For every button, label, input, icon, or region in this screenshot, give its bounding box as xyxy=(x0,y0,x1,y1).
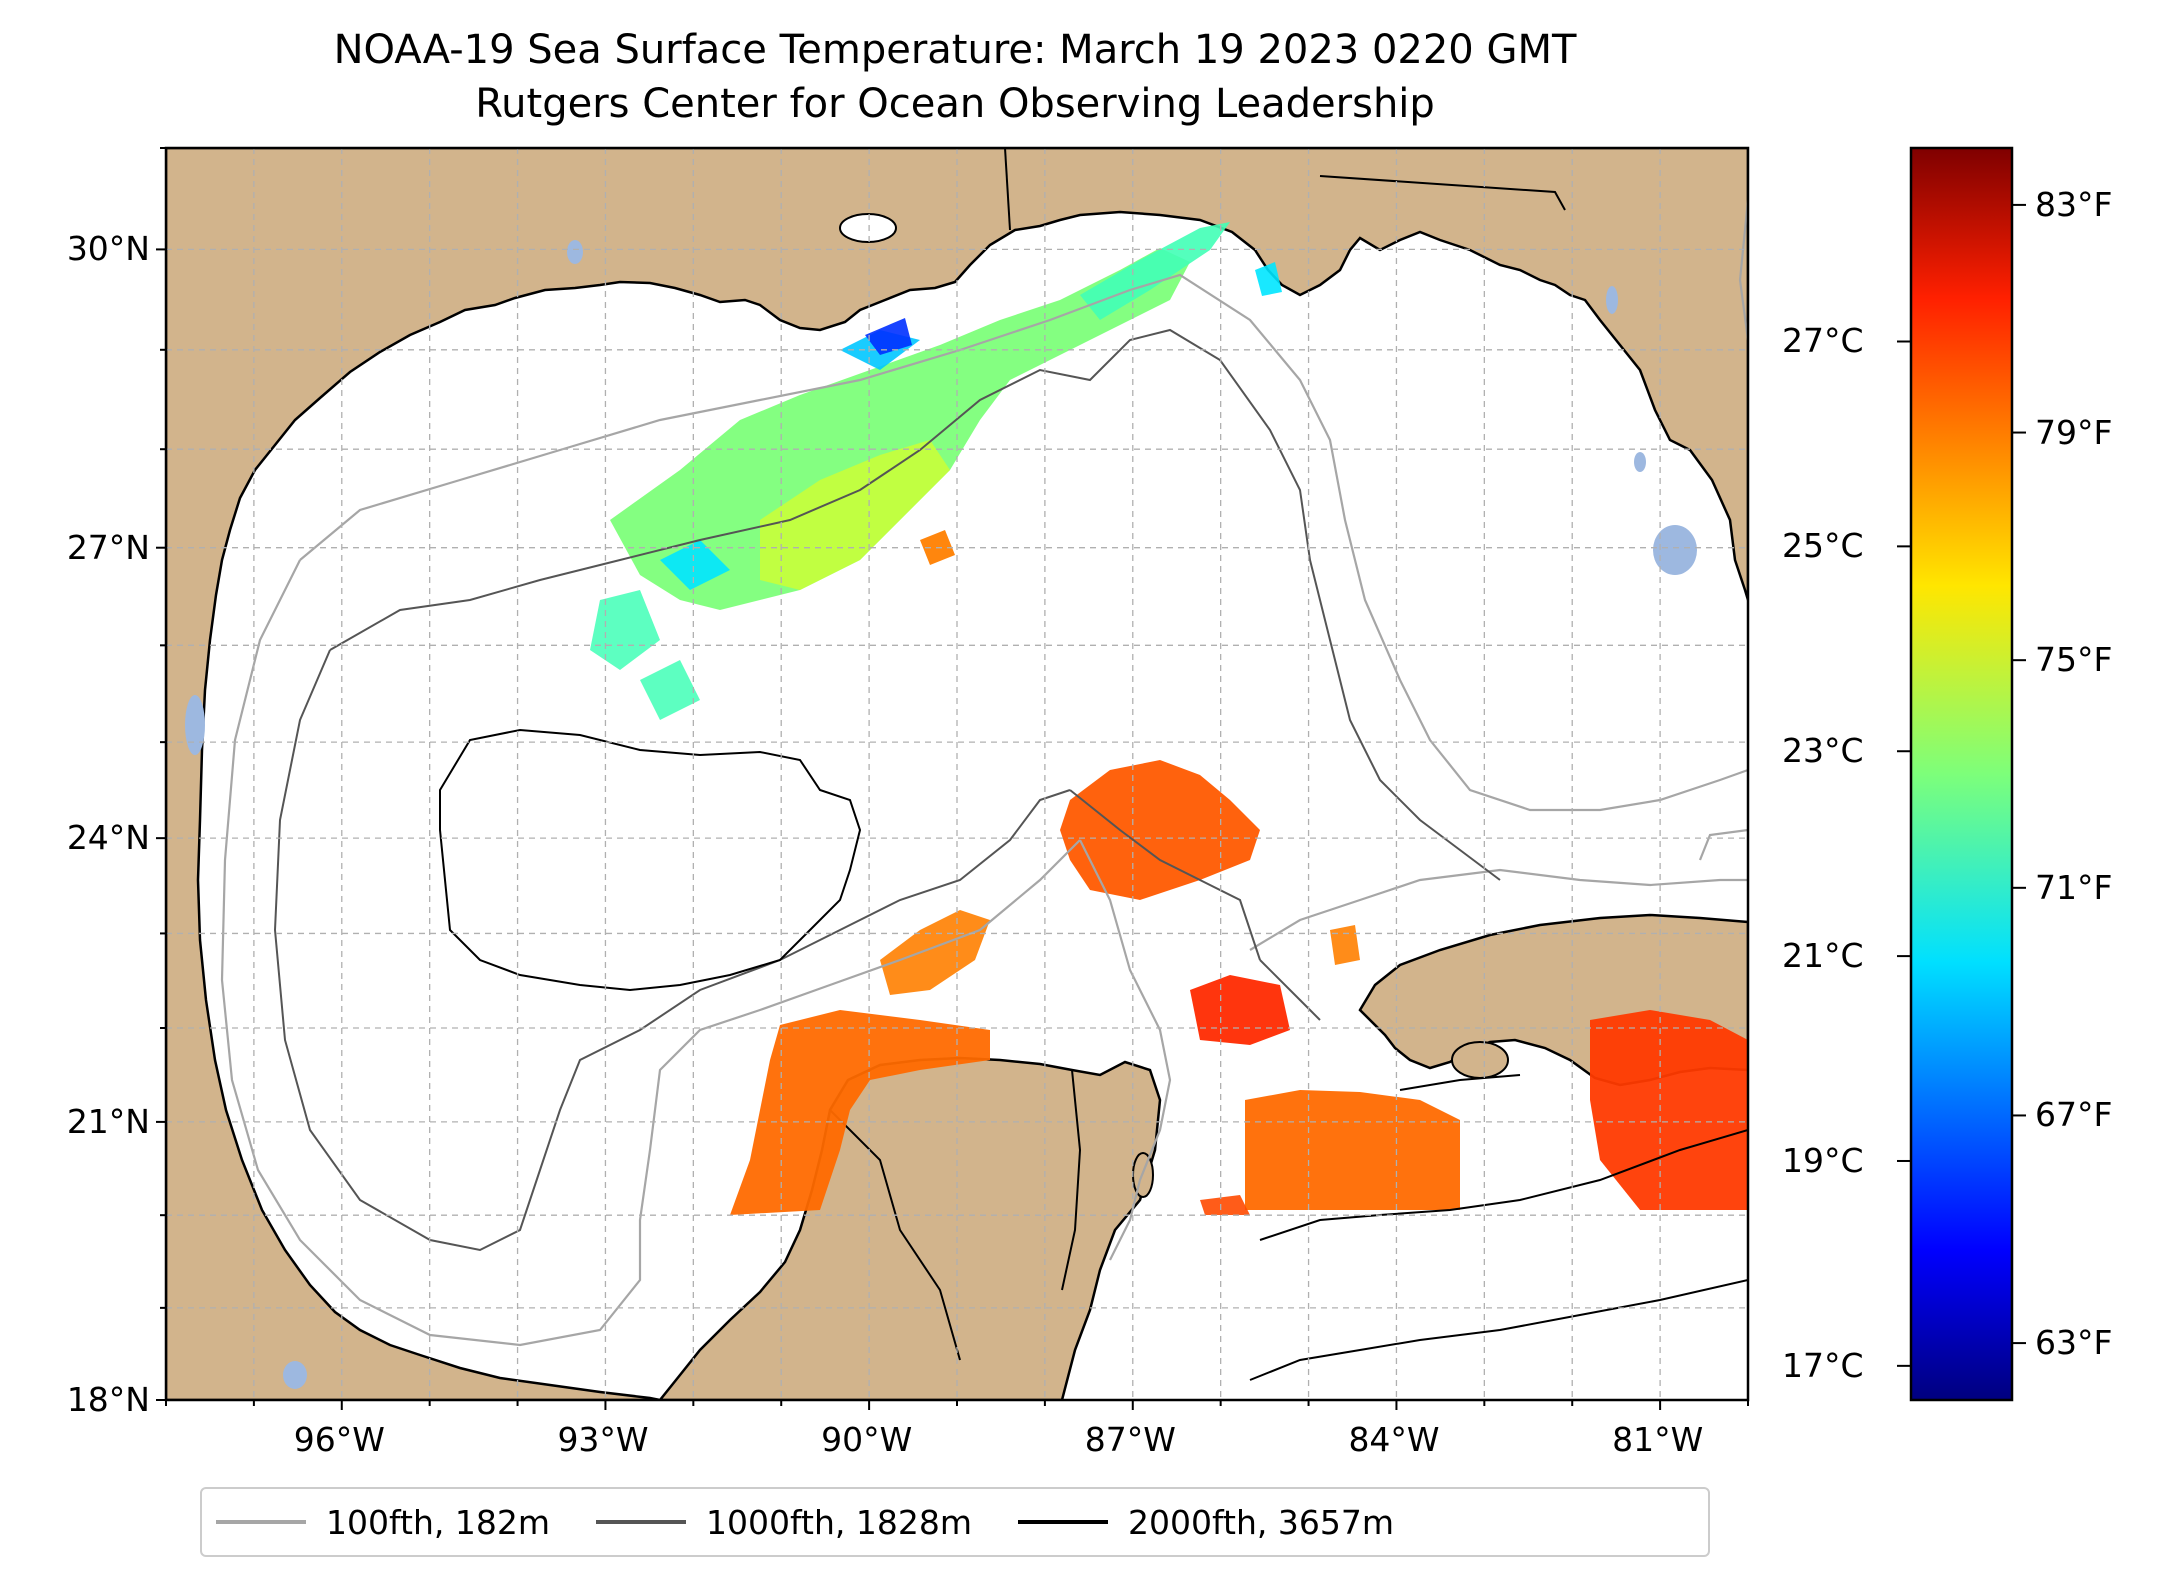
bathymetry-2000fth xyxy=(439,728,1748,1381)
colorbar-celsius-label: 25°C xyxy=(1782,526,1864,566)
depth-legend: 100fth, 182m 1000fth, 1828m 2000fth, 365… xyxy=(200,1487,1710,1557)
colorbar-fahrenheit-label: 71°F xyxy=(2035,867,2113,907)
colorbar-fahrenheit-label: 63°F xyxy=(2035,1323,2113,1363)
chart-subtitle: Rutgers Center for Ocean Observing Leade… xyxy=(475,81,1435,127)
lat-tick-label: 21°N xyxy=(66,1101,150,1141)
colorbar xyxy=(1909,146,2014,1402)
lake-mexico-2 xyxy=(283,1361,307,1389)
state-border-ms-al xyxy=(1004,148,1011,231)
lat-tick-label: 30°N xyxy=(66,229,150,269)
colorbar-fahrenheit-label: 75°F xyxy=(2035,640,2113,680)
legend-line-2000fth xyxy=(1017,1520,1108,1524)
lon-tick-label: 93°W xyxy=(557,1420,649,1459)
lon-tick-label: 81°W xyxy=(1612,1420,1704,1459)
lat-tick-label: 18°N xyxy=(66,1380,150,1419)
legend-item-1000fth: 1000fth, 1828m xyxy=(596,1503,972,1542)
land-yucatan xyxy=(658,1056,1162,1400)
legend-line-1000fth xyxy=(596,1520,686,1524)
colorbar-celsius-label: 21°C xyxy=(1782,936,1864,976)
lon-tick-label: 84°W xyxy=(1348,1420,1440,1459)
legend-label-2000fth: 2000fth, 3657m xyxy=(1127,1502,1394,1542)
colorbar-ticks xyxy=(1897,203,2026,1367)
map-area xyxy=(166,148,1748,1400)
legend-line-100fth xyxy=(216,1520,306,1524)
legend-item-100fth: 100fth, 182m xyxy=(216,1503,550,1542)
lat-tick-label: 27°N xyxy=(66,527,150,567)
lake-small-2 xyxy=(1606,286,1618,314)
land-isla-juventud xyxy=(1451,1041,1509,1079)
colorbar-fahrenheit-label: 79°F xyxy=(2035,412,2113,452)
bathymetry-100fth xyxy=(220,199,1748,1347)
lon-tick-label: 90°W xyxy=(821,1420,913,1459)
sst-south-warm xyxy=(730,760,1748,1215)
colorbar-celsius-label: 19°C xyxy=(1782,1140,1864,1180)
mexico-border-1 xyxy=(829,1109,961,1361)
state-border-al-fl xyxy=(1319,175,1566,211)
lake-small-1 xyxy=(567,240,583,264)
colorbar-celsius-label: 23°C xyxy=(1782,731,1864,771)
colorbar-celsius-label: 17°C xyxy=(1782,1345,1864,1385)
chart-title: NOAA-19 Sea Surface Temperature: March 1… xyxy=(333,27,1577,73)
axis-ticks xyxy=(156,147,1749,1410)
lon-tick-label: 96°W xyxy=(293,1420,385,1459)
lake-okeechobee xyxy=(1653,525,1697,575)
bathymetry-1000fth xyxy=(273,328,1501,1252)
lat-tick-label: 24°N xyxy=(66,818,150,858)
colorbar-fahrenheit-label: 67°F xyxy=(2035,1095,2113,1135)
lon-tick-label: 87°W xyxy=(1084,1420,1176,1459)
colorbar-celsius-label: 27°C xyxy=(1782,321,1864,361)
legend-item-2000fth: 2000fth, 3657m xyxy=(1017,1502,1394,1542)
legend-label-1000fth: 1000fth, 1828m xyxy=(706,1502,972,1542)
lake-mexico-1 xyxy=(185,695,205,755)
legend-label-100fth: 100fth, 182m xyxy=(326,1502,550,1542)
lake-small-3 xyxy=(1634,452,1646,472)
lake-pontchartrain xyxy=(839,213,897,243)
mexico-border-2 xyxy=(1061,1069,1082,1291)
land-us-gulf-coast xyxy=(166,148,1748,1400)
colorbar-fahrenheit-label: 83°F xyxy=(2035,184,2113,224)
